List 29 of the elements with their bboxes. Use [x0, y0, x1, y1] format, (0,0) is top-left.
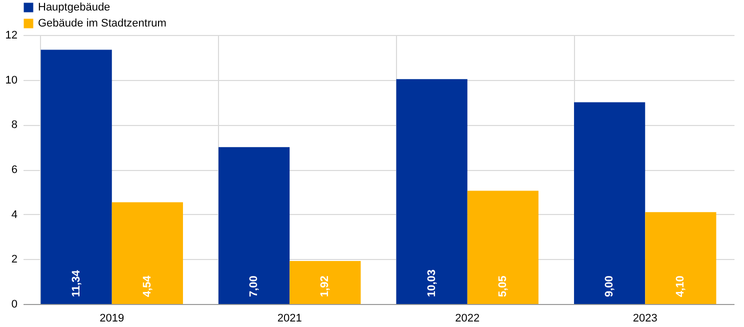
y-tick-label: 12 — [5, 30, 18, 42]
bar — [290, 260, 361, 304]
x-tick-label: 2022 — [455, 312, 480, 324]
y-tick-label: 0 — [11, 298, 18, 310]
data-label: 7,00 — [248, 276, 260, 297]
data-label: 5,05 — [496, 276, 509, 297]
legend-label: Gebäude im Stadtzentrum — [38, 18, 166, 30]
x-tick-label: 2023 — [632, 312, 658, 324]
y-tick-label: 4 — [11, 208, 18, 221]
legend-label: Hauptgebäude — [38, 2, 110, 14]
y-tick-label: 6 — [11, 164, 18, 176]
bar — [645, 212, 716, 304]
x-tick-label: 2019 — [100, 312, 124, 324]
data-label: 10,03 — [426, 269, 438, 297]
data-label: 4,54 — [141, 274, 154, 297]
y-tick-label: 2 — [11, 254, 18, 266]
bar — [218, 147, 290, 304]
data-label: 1,92 — [319, 276, 332, 297]
data-label: 4,10 — [674, 276, 687, 297]
y-tick-label: 8 — [11, 119, 18, 132]
x-tick-label: 2021 — [277, 312, 302, 324]
bar — [40, 50, 112, 304]
bar — [396, 79, 468, 304]
bar — [467, 190, 538, 304]
bar — [112, 202, 183, 304]
bar — [574, 102, 646, 304]
data-label: 9,00 — [604, 276, 616, 297]
data-label: 11,34 — [70, 269, 82, 297]
y-tick-label: 10 — [5, 74, 18, 86]
